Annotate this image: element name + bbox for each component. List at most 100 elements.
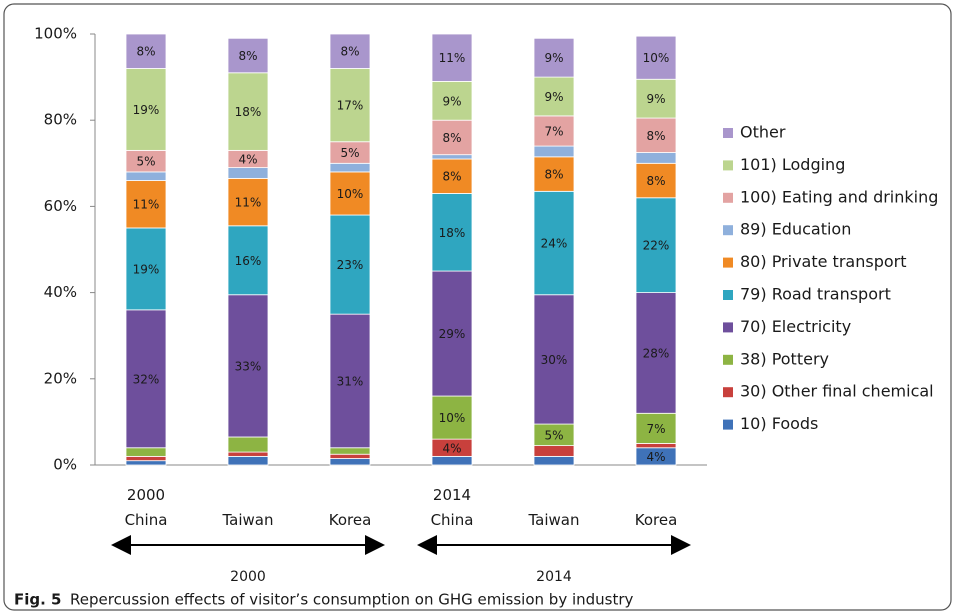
bar-segment	[125, 309, 167, 449]
legend-swatch	[723, 160, 733, 171]
x-tick-line: China	[431, 511, 474, 529]
data-label: 11%	[439, 51, 466, 65]
data-label: 8%	[442, 131, 461, 145]
data-label: 7%	[544, 124, 563, 138]
data-label: 11%	[133, 198, 160, 212]
data-label: 33%	[235, 359, 262, 373]
data-label: 8%	[646, 129, 665, 143]
bar-segment	[125, 68, 167, 151]
bar-segment	[533, 145, 575, 158]
bar-segment	[329, 33, 371, 69]
bar-segment	[431, 455, 473, 466]
data-label: 17%	[337, 99, 364, 113]
bar-segment	[329, 214, 371, 315]
y-tick-label: 40%	[44, 283, 77, 301]
data-label: 24%	[541, 237, 568, 251]
legend-label: 101) Lodging	[740, 155, 845, 174]
x-tick-line: Taiwan	[527, 511, 579, 529]
bar-segment	[329, 162, 371, 173]
x-tick-line: 2014	[433, 486, 471, 504]
bar-segment	[431, 395, 473, 440]
frame	[3, 3, 952, 611]
caption-label: Fig. 5	[14, 591, 61, 609]
bar-segment	[533, 445, 575, 457]
x-tick-line: Korea	[635, 511, 678, 529]
y-tick-label: 60%	[44, 197, 77, 215]
caption-text: Repercussion effects of visitor’s consum…	[70, 591, 634, 609]
x-tick-label: Taiwan	[221, 511, 273, 529]
bar-segment	[635, 443, 677, 449]
bar-segment	[533, 115, 575, 147]
y-tick-label: 100%	[34, 25, 77, 43]
x-tick-line: Taiwan	[221, 511, 273, 529]
group-label: 2000	[230, 569, 266, 585]
data-label: 23%	[337, 258, 364, 272]
data-label: 8%	[238, 49, 257, 63]
data-label: 10%	[643, 51, 670, 65]
data-label: 4%	[442, 441, 461, 455]
bar-segment	[227, 72, 269, 151]
legend-label: 79) Road transport	[740, 285, 891, 304]
bar-segment	[227, 451, 269, 457]
legend-swatch	[723, 290, 733, 300]
legend-swatch	[723, 225, 733, 236]
legend-label: 89) Education	[740, 220, 851, 239]
data-label: 9%	[442, 94, 461, 108]
bar-segment	[635, 292, 677, 414]
y-tick-label: 80%	[44, 111, 77, 129]
legend-label: 80) Private transport	[740, 252, 906, 271]
data-label: 10%	[337, 187, 364, 201]
bar-segment	[635, 162, 677, 199]
bar-segment	[533, 37, 575, 78]
data-label: 9%	[646, 92, 665, 106]
legend-label: 30) Other final chemical	[740, 382, 934, 401]
data-label: 4%	[646, 450, 665, 464]
bar-segment	[227, 225, 269, 296]
legend-swatch	[723, 354, 733, 365]
x-tick-label: 2000 China	[125, 486, 168, 529]
data-label: 18%	[235, 105, 262, 119]
data-label: 28%	[643, 346, 670, 360]
bar-segment	[227, 455, 269, 466]
data-label: 8%	[646, 174, 665, 188]
data-label: 9%	[544, 51, 563, 65]
data-label: 7%	[646, 422, 665, 436]
x-tick-line: Korea	[329, 511, 372, 529]
bar-segment	[635, 117, 677, 153]
bar-segment	[533, 190, 575, 296]
bar-segment	[431, 270, 473, 397]
data-label: 8%	[340, 45, 359, 59]
bar-segment	[533, 455, 575, 466]
data-label: 19%	[133, 262, 160, 276]
y-tick-label: 20%	[44, 369, 77, 387]
x-tick-label: Korea	[329, 511, 372, 529]
data-label: 31%	[337, 374, 364, 388]
y-tick-label: 0%	[53, 456, 77, 474]
bar-segment	[431, 81, 473, 121]
legend-label: Other	[740, 123, 786, 142]
data-label: 11%	[235, 196, 262, 210]
bar-segment	[635, 152, 677, 164]
legend-label: 100) Eating and drinking	[740, 187, 938, 206]
data-label: 18%	[439, 226, 466, 240]
bar-segment	[227, 37, 269, 74]
bar-segment	[329, 458, 371, 466]
bar-segment	[125, 33, 167, 69]
x-tick-line: China	[125, 511, 168, 529]
legend-label: 70) Electricity	[740, 317, 851, 336]
data-label: 4%	[238, 152, 257, 166]
x-tick-label: Korea	[635, 511, 678, 529]
data-label: 5%	[340, 146, 359, 160]
data-label: 16%	[235, 254, 262, 268]
legend-swatch	[723, 322, 733, 333]
bar-segment	[227, 436, 269, 453]
bar-segment	[635, 197, 677, 293]
x-tick-label: Taiwan	[527, 511, 579, 529]
data-label: 8%	[544, 168, 563, 182]
legend-label: 10) Foods	[740, 414, 818, 433]
bar-segment	[227, 167, 269, 179]
bar-segment	[329, 453, 371, 459]
legend-swatch	[723, 387, 733, 398]
data-label: 5%	[544, 428, 563, 442]
